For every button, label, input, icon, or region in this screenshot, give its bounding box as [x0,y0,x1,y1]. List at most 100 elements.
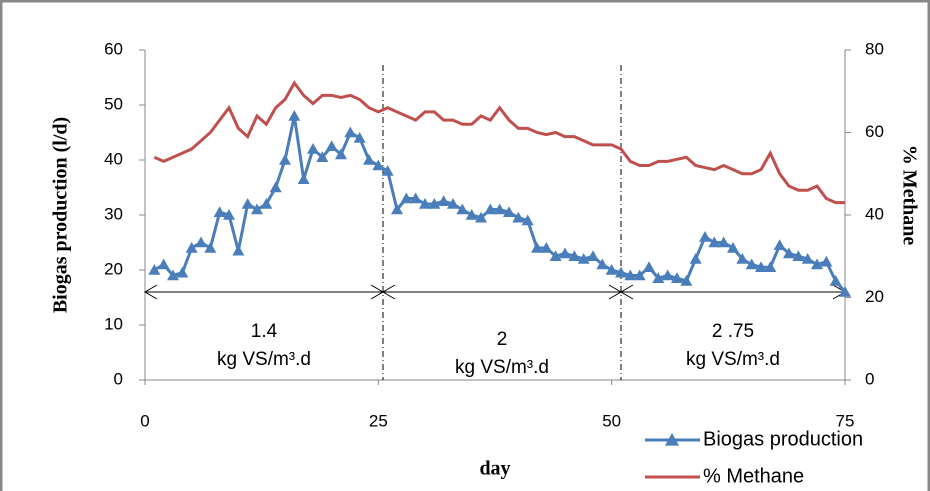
marker [540,242,553,253]
marker [213,206,226,218]
marker [671,272,683,284]
marker [437,195,450,207]
marker [512,211,525,223]
y-tick-label: 0 [114,369,123,388]
marker [372,159,385,171]
marker [260,198,273,209]
marker [643,261,655,273]
marker [335,148,347,160]
marker [503,206,515,218]
series-line [153,80,845,205]
marker [792,250,805,262]
y2-tick-label: 60 [865,122,884,141]
legend-marker [665,433,679,446]
marker [745,258,758,270]
marker [484,203,497,215]
marker [447,198,459,209]
marker [204,242,217,253]
marker [689,253,702,264]
marker [167,269,179,281]
marker [428,198,441,209]
marker [596,258,609,270]
marker [820,255,833,267]
marker [605,264,618,275]
arrow-head [620,284,634,300]
marker [699,231,711,242]
marker [353,132,366,143]
marker [755,261,767,273]
marker [811,258,823,270]
marker [232,244,245,256]
y-axis-title: Biogas production (l/d) [50,117,72,313]
marker [764,261,777,273]
marker [363,154,375,165]
marker [223,209,235,220]
y-tick-label: 20 [104,259,123,278]
arrow-head [382,284,396,300]
y-tick-label: 30 [104,204,123,223]
marker [736,253,749,264]
marker [297,173,310,185]
phase-unit: kg VS/m³.d [686,349,780,370]
marker [241,198,254,209]
marker [475,211,487,223]
phase-unit: kg VS/m³.d [217,349,311,370]
marker [717,236,730,248]
marker [456,203,469,215]
marker [185,242,198,253]
marker [615,266,627,278]
x-axis-title: day [479,458,510,480]
y2-tick-label: 80 [865,39,884,58]
marker [400,192,413,204]
x-tick-label: 25 [369,411,388,430]
y2-axis-title: % Methane [898,145,920,246]
y2-tick-label: 0 [865,369,874,388]
marker [307,143,319,154]
marker [633,269,646,281]
marker [680,275,693,286]
phase-rate: 1.4 [251,321,278,342]
marker [419,198,431,209]
y-tick-label: 40 [104,149,123,168]
marker [577,253,590,264]
marker [624,269,637,281]
marker [409,192,422,204]
y-tick-label: 60 [104,39,123,58]
marker [251,203,263,215]
x-tick-label: 0 [140,411,149,430]
marker [708,236,721,248]
legend-label: % Methane [703,465,804,487]
marker [839,286,851,297]
marker [559,247,571,259]
marker [465,209,478,220]
marker [773,239,786,251]
marker [195,236,207,248]
marker [381,165,394,176]
marker [176,266,189,278]
x-tick-label: 75 [836,411,855,430]
y2-tick-label: 40 [865,204,884,223]
y-tick-label: 50 [104,94,123,113]
phase-rate: 2 .75 [712,321,754,342]
marker [521,214,534,226]
marker [279,154,291,165]
legend-label: Biogas production [703,428,863,450]
marker [148,264,161,275]
marker [801,253,814,264]
marker [661,269,674,281]
y2-tick-label: 20 [865,287,884,306]
phase-rate: 2 [497,329,508,350]
marker [269,181,282,193]
x-tick-label: 50 [602,411,621,430]
marker [344,126,357,138]
phase-unit: kg VS/m³.d [455,357,549,378]
marker [316,151,329,163]
marker [493,203,506,215]
marker [549,250,562,262]
marker [652,272,665,284]
marker [531,242,543,253]
marker [391,203,403,215]
marker [783,247,795,259]
